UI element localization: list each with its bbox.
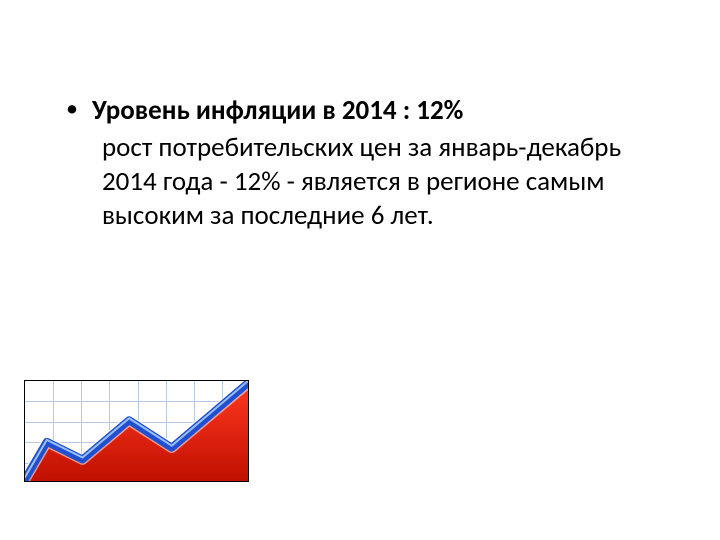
bullet-body-text: рост потребительских цен за январь-декаб…	[102, 131, 650, 232]
bullet-item: • Уровень инфляции в 2014 : 12%	[60, 95, 660, 127]
inflation-chart	[24, 380, 249, 482]
slide-content: • Уровень инфляции в 2014 : 12% рост пот…	[0, 0, 720, 233]
bullet-heading: Уровень инфляции в 2014 : 12%	[92, 95, 463, 127]
bullet-marker: •	[66, 95, 78, 124]
chart-line-area	[25, 381, 248, 481]
